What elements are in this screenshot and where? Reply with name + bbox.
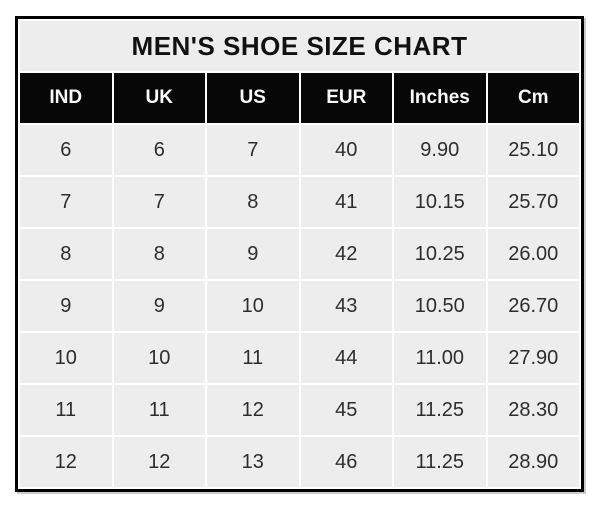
table-cell: 7 [20, 177, 112, 227]
table-cell: 44 [300, 333, 392, 383]
table-cell: 12 [113, 437, 205, 487]
table-cell: 11 [113, 385, 205, 435]
table-cell: 9.90 [394, 125, 486, 175]
header-cell-inches: Inches [394, 73, 486, 123]
table-cell: 10.25 [394, 229, 486, 279]
title-row: MEN'S SHOE SIZE CHART [20, 21, 579, 71]
table-cell: 10.50 [394, 281, 486, 331]
table-cell: 9 [207, 229, 299, 279]
table-row: 9 9 10 43 10.50 26.70 [20, 281, 579, 331]
table-cell: 11 [207, 333, 299, 383]
table-cell: 10 [207, 281, 299, 331]
table-cell: 6 [20, 125, 112, 175]
table-cell: 9 [20, 281, 112, 331]
table-cell: 7 [207, 125, 299, 175]
table-cell: 27.90 [487, 333, 579, 383]
table-cell: 8 [20, 229, 112, 279]
table-cell: 26.00 [487, 229, 579, 279]
table-cell: 26.70 [487, 281, 579, 331]
table-row: 6 6 7 40 9.90 25.10 [20, 125, 579, 175]
table-cell: 6 [113, 125, 205, 175]
table-cell: 46 [300, 437, 392, 487]
table-row: 10 10 11 44 11.00 27.90 [20, 333, 579, 383]
table-cell: 11.25 [394, 437, 486, 487]
shoe-size-chart-table: MEN'S SHOE SIZE CHART IND UK US EUR Inch… [15, 16, 584, 492]
table-row: 8 8 9 42 10.25 26.00 [20, 229, 579, 279]
table-row: 7 7 8 41 10.15 25.70 [20, 177, 579, 227]
table-cell: 10.15 [394, 177, 486, 227]
table-cell: 25.70 [487, 177, 579, 227]
table-row: 12 12 13 46 11.25 28.90 [20, 437, 579, 487]
table-cell: 10 [20, 333, 112, 383]
header-cell-uk: UK [113, 73, 205, 123]
header-cell-ind: IND [20, 73, 112, 123]
table-cell: 42 [300, 229, 392, 279]
table-cell: 7 [113, 177, 205, 227]
table-cell: 45 [300, 385, 392, 435]
table-cell: 28.30 [487, 385, 579, 435]
table-cell: 25.10 [487, 125, 579, 175]
table-cell: 11.25 [394, 385, 486, 435]
table-cell: 8 [207, 177, 299, 227]
header-cell-cm: Cm [487, 73, 579, 123]
header-row: IND UK US EUR Inches Cm [20, 73, 579, 123]
table-cell: 28.90 [487, 437, 579, 487]
chart-title: MEN'S SHOE SIZE CHART [20, 21, 579, 71]
table-body: 6 6 7 40 9.90 25.10 7 7 8 41 10.15 25.70 8 8 9 42 10.25 2… [20, 125, 579, 487]
table-cell: 13 [207, 437, 299, 487]
table-cell: 12 [207, 385, 299, 435]
table-cell: 43 [300, 281, 392, 331]
table-cell: 9 [113, 281, 205, 331]
table-cell: 8 [113, 229, 205, 279]
table-cell: 10 [113, 333, 205, 383]
table-cell: 40 [300, 125, 392, 175]
table-cell: 11 [20, 385, 112, 435]
table-cell: 41 [300, 177, 392, 227]
table-head: MEN'S SHOE SIZE CHART IND UK US EUR Inch… [20, 21, 579, 123]
table-cell: 12 [20, 437, 112, 487]
header-cell-us: US [207, 73, 299, 123]
table-cell: 11.00 [394, 333, 486, 383]
table-row: 11 11 12 45 11.25 28.30 [20, 385, 579, 435]
header-cell-eur: EUR [300, 73, 392, 123]
